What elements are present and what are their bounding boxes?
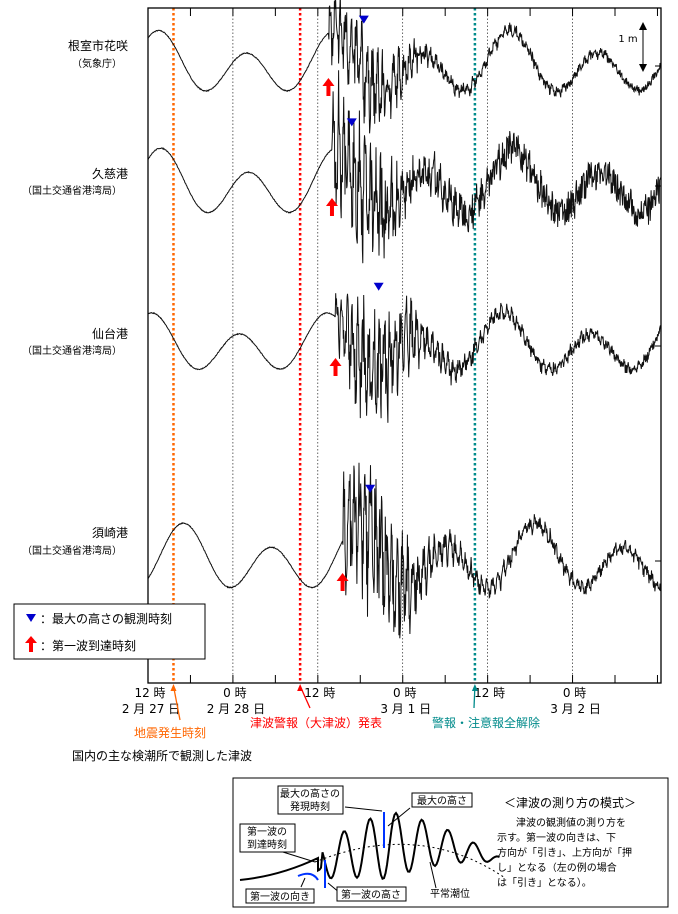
station-agency: （国土交通省港湾局） <box>22 344 122 357</box>
waveforms <box>147 0 662 639</box>
first-wave-arrow <box>322 78 335 96</box>
event-arrowhead <box>170 684 177 691</box>
max-height-marker <box>373 282 384 291</box>
svg-text:第一波の向き: 第一波の向き <box>250 890 310 903</box>
x-tick-label: 12 時 <box>304 686 335 700</box>
first-wave-arrow <box>336 573 349 591</box>
station-agency: （国土交通省港湾局） <box>22 184 122 197</box>
waveform-4 <box>147 462 662 639</box>
x-date-label: 2 月 28 日 <box>207 702 265 716</box>
first-wave-arrow <box>329 358 342 376</box>
station-name: 久慈港 <box>92 166 128 181</box>
svg-text:示す。第一波の向きは、下: 示す。第一波の向きは、下 <box>497 831 616 844</box>
x-axis-labels: 12 時 2 月 27 日 0 時 2 月 28 日 12 時 0 時 3 月 1 日 12 … <box>122 686 601 716</box>
waveform-2 <box>147 70 662 264</box>
station-agency: （気象庁） <box>72 57 122 70</box>
svg-text:発現時刻: 発現時刻 <box>290 800 330 813</box>
svg-text:第一波の: 第一波の <box>247 825 287 838</box>
chart-caption: 国内の主な検潮所で観測した津波 <box>72 748 252 763</box>
event-pointer <box>172 685 181 721</box>
max-height-marker <box>358 15 369 24</box>
x-tick-label: 0 時 <box>223 686 246 700</box>
x-tick-label: 12 時 <box>134 686 165 700</box>
x-date-label: 3 月 1 日 <box>380 702 431 716</box>
max-height-marker <box>365 484 376 493</box>
svg-text:最大の高さの: 最大の高さの <box>280 787 340 800</box>
station-agency: （国土交通省港湾局） <box>22 544 122 557</box>
x-tick-label: 0 時 <box>563 686 586 700</box>
svg-text:1 m: 1 m <box>618 34 637 45</box>
event-arrowhead <box>297 684 304 691</box>
event-label: 津波警報（大津波）発表 <box>250 715 382 730</box>
x-date-label: 2 月 27 日 <box>122 702 180 716</box>
diagram-wave <box>239 811 500 881</box>
diagram-normal-level <box>314 843 506 879</box>
svg-text:到達時刻: 到達時刻 <box>247 838 287 851</box>
event-label: 警報・注意報全解除 <box>432 715 540 730</box>
measurement-diagram: 最大の高さの 発現時刻 最大の高さ 第一波の 到達時刻 第一波の向き 第一波の高… <box>232 777 669 908</box>
svg-text:方向が「引き」、上方向が「押: 方向が「引き」、上方向が「押 <box>497 846 632 859</box>
svg-text:：最大の高さの観測時刻: ：最大の高さの観測時刻 <box>40 611 172 626</box>
first-wave-arrow-icon <box>25 636 37 652</box>
svg-text:＜津波の測り方の模式＞: ＜津波の測り方の模式＞ <box>504 795 636 810</box>
event-labels: 地震発生時刻 津波警報（大津波）発表 警報・注意報全解除 <box>134 684 540 740</box>
x-tick-label: 12 時 <box>474 686 505 700</box>
waveform-1 <box>147 0 662 134</box>
event-label: 地震発生時刻 <box>134 726 206 740</box>
svg-text:し」となる（左の例の場合: し」となる（左の例の場合 <box>497 861 617 874</box>
svg-text:：第一波到達時刻: ：第一波到達時刻 <box>40 639 136 653</box>
first-wave-arrow <box>325 198 338 216</box>
svg-text:津波の観測値の測り方を: 津波の観測値の測り方を <box>516 816 626 829</box>
svg-text:最大の高さ: 最大の高さ <box>417 794 467 807</box>
x-tick-label: 0 時 <box>393 686 416 700</box>
scale-bar: 1 m <box>618 22 647 72</box>
legend: ：最大の高さの観測時刻 ：第一波到達時刻 <box>13 603 206 660</box>
svg-text:平常潮位: 平常潮位 <box>430 887 470 900</box>
station-name: 須崎港 <box>92 526 128 540</box>
max-height-marker <box>346 118 357 127</box>
axis-ticks <box>189 8 661 683</box>
x-date-label: 3 月 2 日 <box>550 702 601 716</box>
first-direction-arrow <box>297 872 319 881</box>
event-arrowhead <box>471 684 478 691</box>
svg-text:第一波の高さ: 第一波の高さ <box>341 888 401 901</box>
station-name: 仙台港 <box>92 326 128 341</box>
svg-text:は「引き」となる）。: は「引き」となる）。 <box>497 877 592 889</box>
station-name: 根室市花咲 <box>68 38 128 53</box>
max-marker-icon <box>26 614 36 622</box>
waveform-3 <box>147 293 662 423</box>
event-lines <box>172 8 477 683</box>
